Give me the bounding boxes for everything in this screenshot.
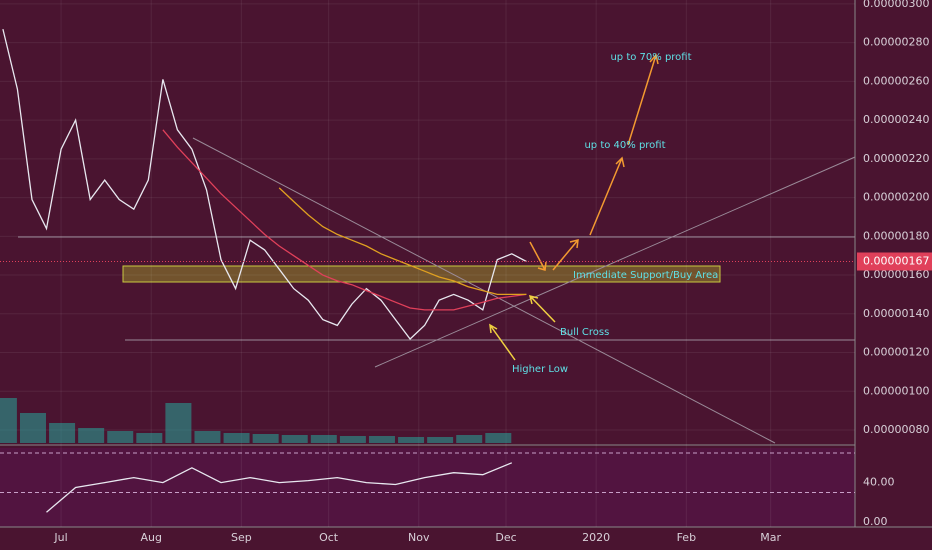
volume-bar	[310, 435, 337, 443]
annotation: Immediate Support/Buy Area	[573, 270, 718, 281]
drawings	[0, 0, 932, 528]
x-tick-label: 2020	[582, 531, 610, 544]
volume-bar	[339, 436, 366, 443]
volume-bar	[368, 436, 395, 443]
x-tick-label: Jul	[53, 531, 67, 544]
annotation: up to 70% profit	[610, 52, 691, 63]
arrow	[489, 323, 516, 361]
price-line	[2, 28, 527, 340]
volume-bar	[19, 413, 46, 443]
trend-line	[374, 156, 856, 368]
moving-average	[278, 187, 527, 296]
moving-average	[162, 129, 527, 311]
x-tick-label: Feb	[677, 531, 696, 544]
annotation: Bull Cross	[560, 327, 609, 338]
y-tick-label: 0.00000140	[863, 307, 929, 320]
y-tick-label: 0.00000200	[863, 191, 929, 204]
volume-bar	[223, 433, 250, 443]
volume-bar	[398, 437, 425, 443]
volume-bar	[456, 435, 483, 443]
arrows	[489, 294, 556, 361]
arrow	[589, 156, 625, 236]
arrow	[528, 294, 556, 323]
y-tick-label: 0.00000280	[863, 36, 929, 49]
volume-bar	[49, 423, 76, 443]
annotation: Higher Low	[512, 364, 568, 375]
y-tick-label: 0.00000260	[863, 74, 929, 87]
support-zone	[122, 265, 721, 283]
volume-bar	[194, 431, 221, 443]
y-tick-label: 0.00000300	[863, 0, 929, 10]
y-tick-label: 0.00000160	[863, 268, 929, 281]
volume-bar	[78, 428, 105, 443]
y-tick-label: 0.00000240	[863, 113, 929, 126]
y-tick-label: 40.00	[863, 476, 895, 489]
last-price-box	[857, 252, 932, 271]
arrows	[529, 53, 659, 271]
volume-bar	[0, 398, 17, 443]
x-tick-label: Mar	[760, 531, 781, 544]
arrow	[529, 241, 547, 271]
annotation: up to 40% profit	[584, 140, 665, 151]
rsi-pane	[0, 448, 855, 527]
volume-bar	[252, 434, 279, 443]
y-tick-label: 0.00000100	[863, 384, 929, 397]
y-tick-label: 0.00000220	[863, 152, 929, 165]
arrow	[627, 53, 659, 146]
x-tick-label: Sep	[231, 531, 252, 544]
x-tick-label: Dec	[495, 531, 516, 544]
volume-bar	[136, 433, 163, 443]
arrow	[552, 239, 579, 271]
rsi-line	[46, 462, 513, 513]
x-tick-label: Aug	[140, 531, 161, 544]
y-tick-label: 0.00000180	[863, 229, 929, 242]
y-tick-label: 0.00	[863, 515, 888, 528]
last-price-label: 0.00000167	[863, 254, 929, 267]
volume-bar	[165, 403, 192, 443]
volume-bar	[427, 437, 454, 443]
volume-bar	[485, 433, 512, 443]
x-tick-label: Nov	[408, 531, 430, 544]
y-tick-label: 0.00000120	[863, 346, 929, 359]
volume-bar	[281, 435, 308, 443]
x-tick-label: Oct	[319, 531, 339, 544]
y-tick-label: 0.00000080	[863, 423, 929, 436]
volume-bar	[107, 431, 134, 443]
